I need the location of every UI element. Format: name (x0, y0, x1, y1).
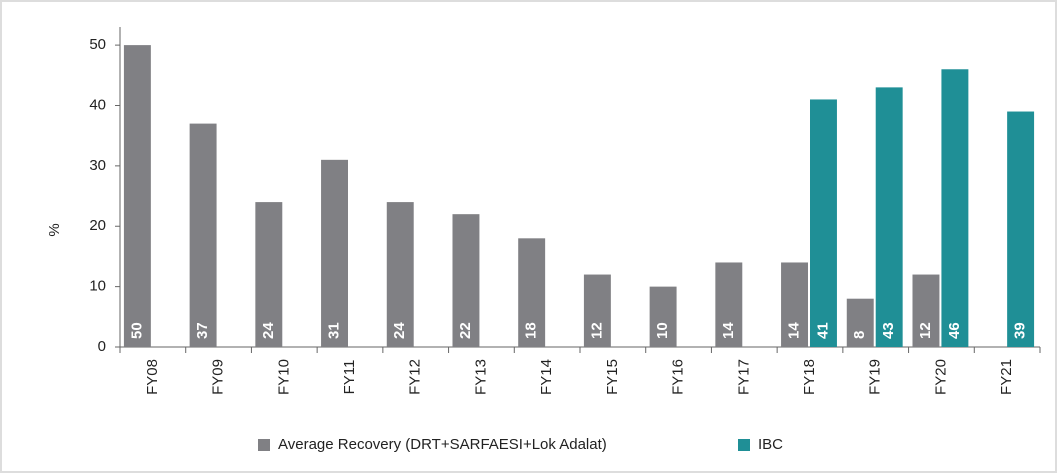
bar (321, 159, 348, 347)
value-label: 46 (946, 322, 963, 339)
bar (781, 262, 808, 347)
x-tick-label: FY20 (932, 359, 949, 395)
bar (518, 238, 546, 347)
x-tick-label: FY17 (735, 359, 752, 395)
y-tick-label: 10 (89, 278, 106, 295)
value-label: 10 (654, 322, 671, 339)
legend-label: Average Recovery (DRT+SARFAESI+Lok Adala… (278, 436, 607, 453)
value-label: 37 (194, 322, 211, 339)
value-label: 8 (851, 331, 868, 339)
y-tick-label: 40 (89, 96, 106, 113)
value-label: 18 (523, 322, 540, 339)
value-label: 14 (785, 322, 802, 339)
bar (810, 99, 837, 348)
value-label: 39 (1012, 322, 1029, 339)
y-axis-label: % (46, 223, 63, 236)
legend-swatch (738, 439, 750, 451)
value-label: 12 (917, 322, 934, 339)
value-label: 24 (260, 322, 277, 339)
legend-label: IBC (758, 436, 783, 453)
x-tick-label: FY12 (407, 359, 424, 395)
value-label: 22 (457, 322, 474, 339)
bar (1007, 111, 1035, 347)
y-tick-label: 30 (89, 157, 106, 174)
bar (846, 298, 874, 347)
x-tick-label: FY21 (998, 359, 1015, 395)
value-label: 12 (588, 322, 605, 339)
bar (123, 45, 151, 347)
bar (583, 274, 611, 347)
x-tick-label: FY10 (275, 359, 292, 395)
bar (715, 262, 743, 347)
x-tick-label: FY13 (472, 359, 489, 395)
value-label: 24 (391, 322, 408, 339)
bar (875, 87, 903, 348)
value-label: 50 (128, 322, 145, 339)
x-tick-label: FY16 (670, 359, 687, 395)
value-label: 41 (814, 322, 831, 339)
x-tick-label: FY08 (144, 359, 161, 395)
y-tick-label: 20 (89, 217, 106, 234)
value-label: 31 (325, 322, 342, 339)
x-tick-label: FY18 (801, 359, 818, 395)
bar (941, 69, 969, 347)
bar (649, 286, 677, 347)
x-tick-label: FY15 (604, 359, 621, 395)
bar (386, 202, 414, 347)
x-tick-label: FY14 (538, 359, 555, 395)
bar (189, 123, 217, 347)
value-label: 43 (880, 322, 897, 339)
y-tick-label: 50 (89, 36, 106, 53)
x-tick-label: FY09 (210, 359, 227, 395)
legend-swatch (258, 439, 270, 451)
bar (255, 202, 283, 347)
bar (912, 274, 940, 347)
x-tick-label: FY19 (867, 359, 884, 395)
value-label: 14 (720, 322, 737, 339)
y-tick-label: 0 (98, 338, 106, 355)
x-tick-label: FY11 (341, 360, 358, 395)
bar (452, 214, 480, 347)
